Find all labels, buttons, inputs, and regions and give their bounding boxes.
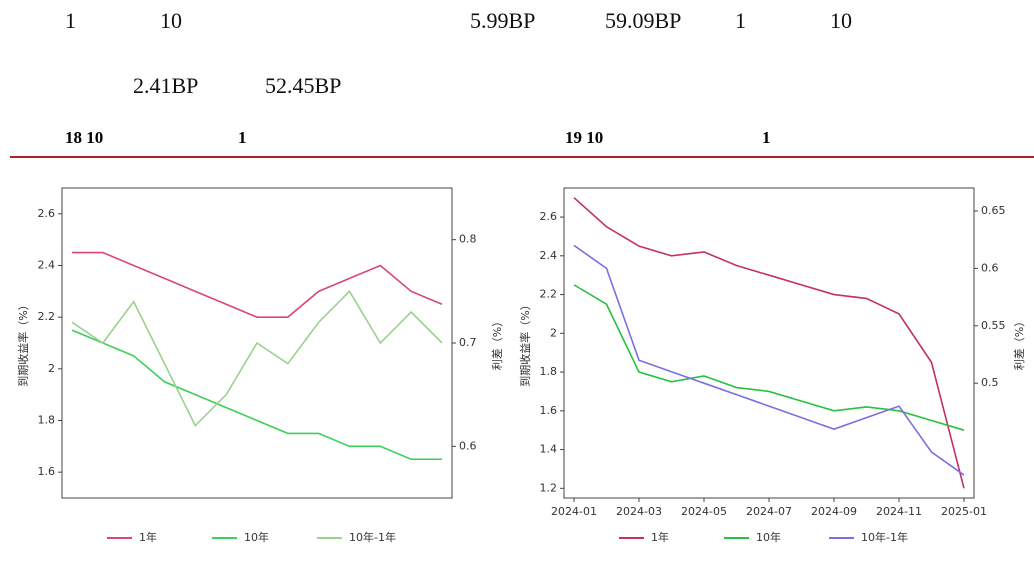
text: 1: [65, 8, 76, 33]
y-tick-label: 2.6: [38, 207, 56, 220]
heading: 18 10: [65, 128, 104, 147]
series-line: [573, 197, 965, 489]
series-line: [71, 329, 442, 461]
y2-tick-label: 0.5: [981, 376, 999, 389]
y-tick-label: 1.6: [38, 465, 56, 478]
y2-tick-label: 0.6: [459, 439, 477, 452]
text: 5.99BP: [470, 8, 536, 33]
heading: 1: [762, 128, 771, 147]
y2-tick-label: 0.65: [981, 204, 1006, 217]
y-tick-label: 1.4: [540, 443, 558, 456]
chart: 1.6 1.8 2 2.2 2.4 2.6 0.6 0.7 0.8 到期收益率（%） 利差（%） 1年…: [16, 187, 504, 544]
x-tick-label: 2024-07: [746, 505, 792, 518]
series-line: [71, 290, 443, 428]
y-tick-label: 2: [48, 362, 55, 375]
text: 59.09BP: [605, 8, 682, 33]
x-tick-label: 2024-01: [551, 505, 597, 518]
x-tick-label: 2024-05: [681, 505, 727, 518]
y2-tick-label: 0.8: [459, 233, 477, 246]
text: 10: [160, 8, 182, 33]
y2-tick-label: 0.55: [981, 319, 1006, 332]
y2-tick-label: 0.7: [459, 336, 477, 349]
x-tick-label: 2024-09: [811, 505, 857, 518]
text: 10: [830, 8, 852, 33]
y-tick-label: 1.2: [540, 481, 558, 494]
y-tick-label: 1.8: [540, 365, 558, 378]
legend-label: 1年: [139, 530, 157, 544]
y-axis-label: 到期收益率（%）: [518, 299, 532, 386]
legend-label: 10年-1年: [861, 530, 908, 544]
series-line: [573, 244, 965, 476]
series-line: [573, 284, 965, 431]
rule: [10, 156, 1034, 158]
legend-label: 10年: [756, 530, 781, 544]
legend-label: 1年: [651, 530, 669, 544]
legend-label: 10年: [244, 530, 269, 544]
heading: 1: [238, 128, 247, 147]
chart: 1.2 1.4 1.6 1.8 2 2.2 2.4 2.6 0.5 0.55 0.6 0.65 到期收益…: [518, 187, 1026, 544]
y-tick-label: 2: [550, 326, 557, 339]
heading: 19 10: [565, 128, 604, 147]
y-axis-label: 到期收益率（%）: [16, 299, 30, 386]
y-tick-label: 2.2: [540, 288, 558, 301]
y-tick-label: 2.4: [540, 249, 558, 262]
legend-label: 10年-1年: [349, 530, 396, 544]
y-tick-label: 1.6: [540, 404, 558, 417]
x-tick-label: 2025-01: [941, 505, 987, 518]
y2-axis-label: 利差（%）: [490, 316, 504, 370]
y-tick-label: 2.6: [540, 210, 558, 223]
y2-tick-label: 0.6: [981, 261, 999, 274]
text: 2.41BP: [133, 73, 199, 98]
y-tick-label: 2.2: [38, 310, 56, 323]
y2-axis-label: 利差（%）: [1012, 316, 1026, 370]
y-tick-label: 1.8: [38, 414, 56, 427]
y-tick-label: 2.4: [38, 259, 56, 272]
text: 52.45BP: [265, 73, 342, 98]
x-tick-label: 2024-11: [876, 505, 922, 518]
x-tick-label: 2024-03: [616, 505, 662, 518]
series-line: [72, 251, 443, 318]
text: 1: [735, 8, 746, 33]
